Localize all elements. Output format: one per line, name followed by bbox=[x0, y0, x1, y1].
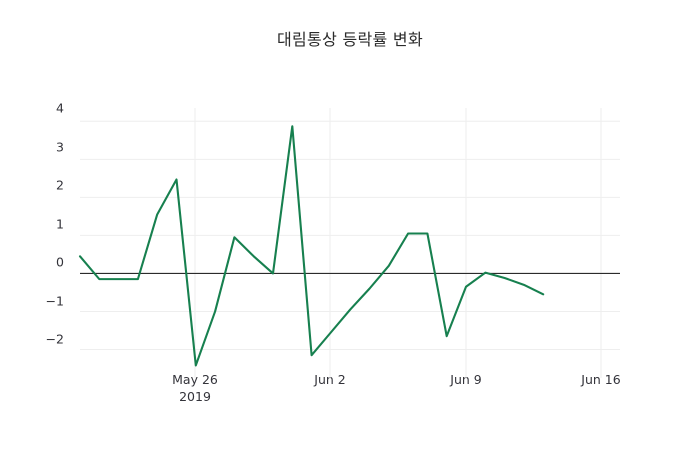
data-series-line bbox=[78, 125, 545, 367]
x-tick-label-may-26: May 26 2019 bbox=[172, 372, 218, 404]
x-tick-label-jun-2: Jun 2 bbox=[314, 372, 346, 387]
y-tick-label-neg2: −2 bbox=[45, 331, 64, 347]
y-tick-label-4: 4 bbox=[56, 100, 64, 116]
x-tick-label-jun-16: Jun 16 bbox=[581, 372, 621, 387]
y-tick-label-2: 2 bbox=[56, 177, 64, 193]
y-tick-label-1: 1 bbox=[56, 216, 64, 232]
horizontal-gridlines bbox=[80, 120, 620, 350]
y-tick-label-3: 3 bbox=[56, 139, 64, 155]
y-tick-label-neg1: −1 bbox=[45, 293, 64, 309]
y-tick-label-0: 0 bbox=[56, 254, 64, 270]
chart-title: 대림통상 등락률 변화 bbox=[277, 30, 423, 49]
x-tick-label-jun-9: Jun 9 bbox=[450, 372, 482, 387]
plot-area bbox=[78, 108, 620, 378]
vertical-gridlines bbox=[194, 108, 602, 378]
line-chart-svg bbox=[78, 108, 620, 378]
